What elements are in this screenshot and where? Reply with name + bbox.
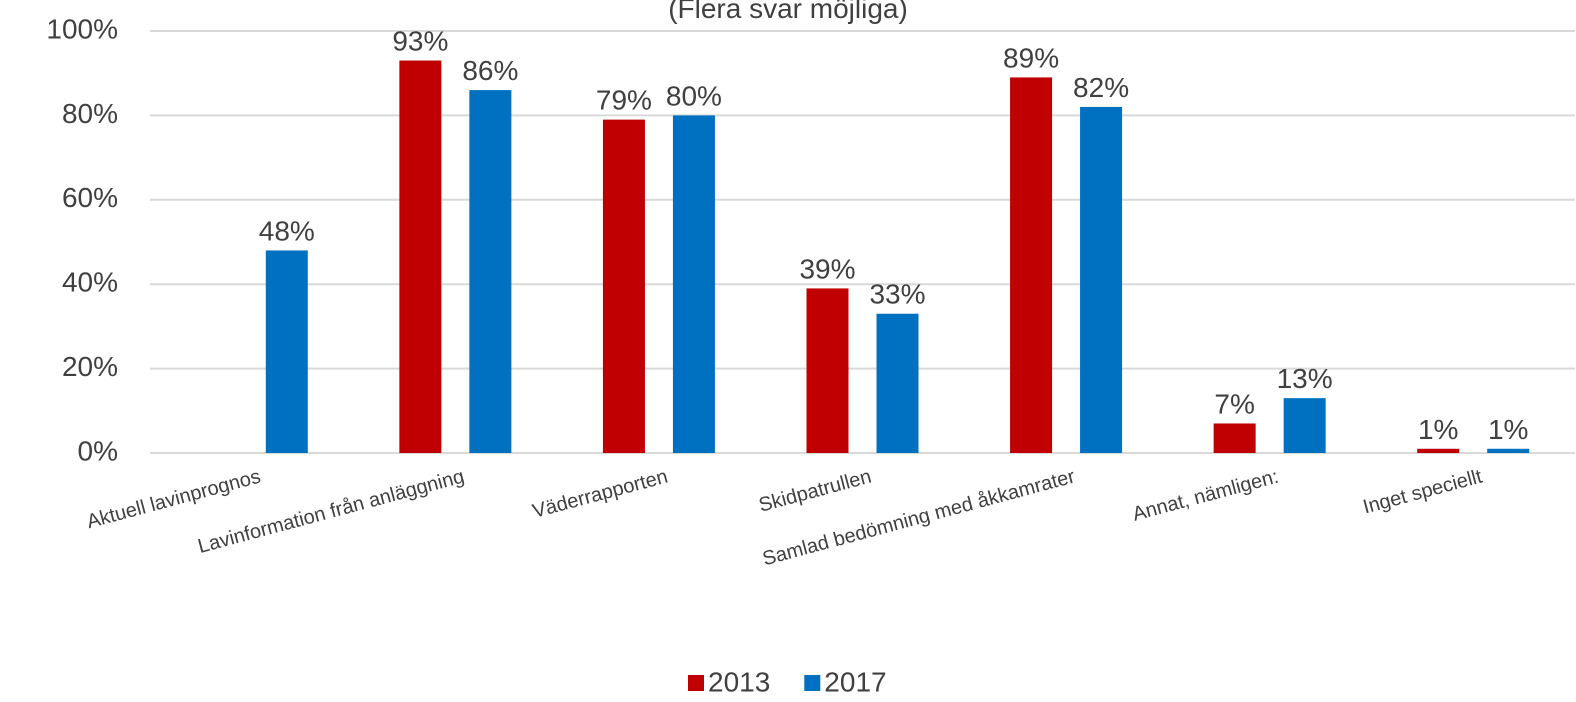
value-label: 48% [259, 215, 315, 246]
y-tick-label: 60% [62, 182, 118, 213]
x-tick-label: Inget speciellt [1361, 465, 1485, 518]
bar [806, 288, 849, 453]
value-label: 33% [869, 279, 925, 310]
bar [265, 250, 308, 453]
legend-swatch [688, 675, 704, 691]
legend-swatch [804, 675, 821, 691]
value-label: 7% [1214, 388, 1254, 419]
bar [602, 119, 645, 454]
bar [1213, 423, 1256, 453]
bar [876, 313, 919, 453]
legend-label: 2017 [824, 666, 886, 697]
y-tick-label: 20% [62, 351, 118, 382]
value-label: 1% [1488, 414, 1528, 445]
bar [1283, 398, 1326, 453]
y-tick-label: 40% [62, 267, 118, 298]
value-label: 1% [1418, 414, 1458, 445]
x-tick-label: Annat, nämligen: [1130, 466, 1281, 526]
bar [399, 60, 442, 453]
bar [672, 115, 715, 454]
y-tick-label: 100% [46, 13, 118, 44]
bar [1080, 106, 1123, 454]
value-label: 79% [596, 85, 652, 116]
bar [1487, 448, 1530, 453]
value-label: 82% [1073, 72, 1129, 103]
bar [1010, 77, 1053, 454]
y-tick-label: 80% [62, 98, 118, 129]
x-tick-label: Skidpatrullen [756, 466, 873, 517]
y-tick-label: 0% [78, 435, 118, 466]
value-label: 39% [799, 253, 855, 284]
bar [469, 90, 512, 453]
value-label: 93% [392, 26, 448, 57]
legend-label: 2013 [708, 666, 770, 697]
value-label: 86% [462, 55, 518, 86]
bar [1417, 448, 1460, 453]
chart-subtitle: (Flera svar möjliga) [668, 0, 908, 24]
value-label: 13% [1277, 363, 1333, 394]
x-tick-label: Väderrapporten [530, 466, 670, 523]
value-label: 89% [1003, 42, 1059, 73]
x-tick-label: Aktuell lavinprognos [84, 466, 263, 534]
value-label: 80% [666, 80, 722, 111]
